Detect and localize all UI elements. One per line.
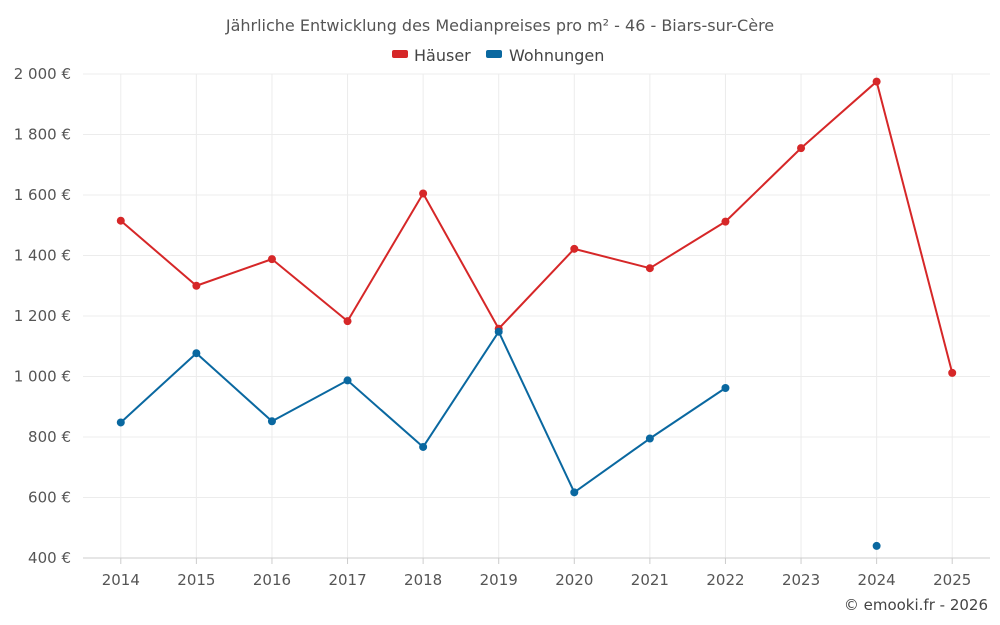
data-point-haeuser[interactable] [570, 244, 579, 253]
x-tick-label: 2015 [177, 571, 215, 589]
y-tick-label: 2 000 € [14, 65, 71, 83]
data-point-wohnungen[interactable] [419, 442, 428, 451]
x-tick-label: 2024 [858, 571, 896, 589]
data-point-haeuser[interactable] [721, 217, 730, 226]
series-line-haeuser [120, 80, 954, 374]
x-tick-label: 2014 [102, 571, 140, 589]
y-tick-label: 1 800 € [14, 126, 71, 144]
x-tick-label: 2023 [782, 571, 820, 589]
data-point-haeuser[interactable] [343, 317, 352, 326]
x-tick-label: 2022 [706, 571, 744, 589]
data-point-haeuser[interactable] [645, 264, 654, 273]
data-point-haeuser[interactable] [192, 281, 201, 290]
data-point-wohnungen[interactable] [267, 417, 276, 426]
x-tick-label: 2016 [253, 571, 291, 589]
data-point-haeuser[interactable] [419, 189, 428, 198]
y-tick-label: 800 € [28, 428, 71, 446]
x-tick-label: 2020 [555, 571, 593, 589]
y-tick-label: 1 000 € [14, 368, 71, 386]
x-tick-label: 2021 [631, 571, 669, 589]
data-point-wohnungen[interactable] [192, 349, 201, 358]
series-points [116, 77, 957, 550]
y-tick-label: 400 € [28, 549, 71, 567]
grid [83, 73, 990, 559]
data-point-wohnungen[interactable] [872, 541, 881, 550]
data-point-wohnungen[interactable] [721, 383, 730, 392]
data-point-haeuser[interactable] [797, 144, 806, 153]
x-tick-label: 2017 [328, 571, 366, 589]
legend-label-wohnungen: Wohnungen [509, 46, 604, 65]
y-tick-label: 1 600 € [14, 186, 71, 204]
data-point-haeuser[interactable] [116, 216, 125, 225]
series-lines [120, 80, 954, 494]
data-point-haeuser[interactable] [872, 77, 881, 86]
data-point-haeuser[interactable] [267, 255, 276, 264]
legend-swatch-wohnungen [486, 50, 502, 58]
legend: Häuser Wohnungen [392, 46, 604, 65]
data-point-wohnungen[interactable] [645, 434, 654, 443]
data-point-wohnungen[interactable] [343, 376, 352, 385]
y-axis: 400 € 600 € 800 € 1 000 € 1 200 € 1 400 € 1 60… [14, 65, 71, 567]
data-point-wohnungen[interactable] [570, 488, 579, 497]
data-point-haeuser[interactable] [948, 368, 957, 377]
legend-label-haeuser: Häuser [414, 46, 471, 65]
x-tick-label: 2018 [404, 571, 442, 589]
credit-text: © emooki.fr - 2026 [844, 596, 988, 614]
y-tick-label: 600 € [28, 489, 71, 507]
legend-item-wohnungen[interactable]: Wohnungen [486, 46, 604, 65]
legend-swatch-haeuser [392, 50, 408, 58]
x-tick-label: 2025 [933, 571, 971, 589]
data-point-wohnungen[interactable] [494, 327, 503, 336]
x-axis: 2014 2015 2016 2017 2018 2019 2020 2021 2022 2023… [83, 557, 990, 589]
y-tick-label: 1 200 € [14, 307, 71, 325]
y-tick-label: 1 400 € [14, 247, 71, 265]
chart-title: Jährliche Entwicklung des Medianpreises … [225, 16, 774, 35]
legend-item-haeuser[interactable]: Häuser [392, 46, 471, 65]
x-tick-label: 2019 [480, 571, 518, 589]
data-point-wohnungen[interactable] [116, 418, 125, 427]
